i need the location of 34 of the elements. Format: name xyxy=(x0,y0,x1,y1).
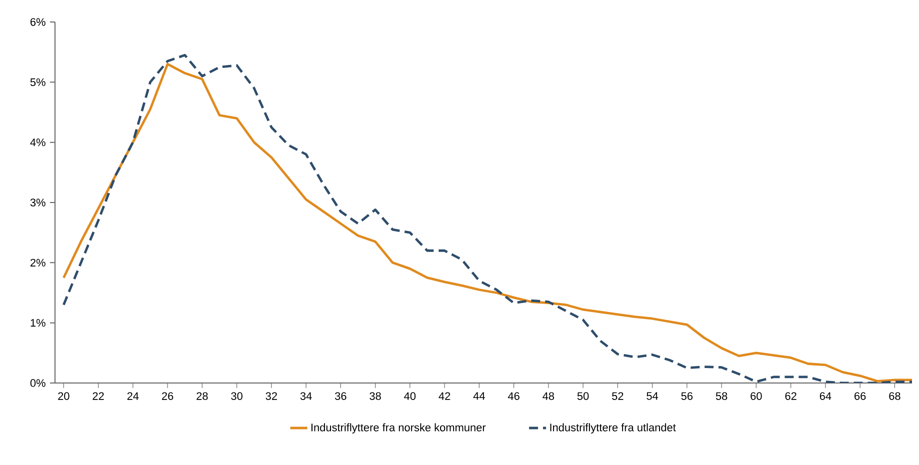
x-tick-label: 52 xyxy=(612,392,624,400)
x-tick-label: 44 xyxy=(473,392,485,400)
y-tick-label: 4% xyxy=(30,138,46,146)
x-tick-label: 26 xyxy=(162,392,174,400)
x-tick-label: 48 xyxy=(542,392,554,400)
x-tick-label: 20 xyxy=(58,392,70,400)
x-tick-label: 46 xyxy=(508,392,520,400)
x-tick-label: 30 xyxy=(231,392,242,400)
y-tick-label: 6% xyxy=(30,18,46,26)
legend-label: Industriflyttere fra norske kommuner xyxy=(311,423,486,434)
y-tick-label: 0% xyxy=(30,379,46,387)
x-tick-label: 62 xyxy=(785,392,796,400)
x-tick-label: 32 xyxy=(266,392,277,400)
x-tick-label: 42 xyxy=(438,392,450,400)
x-tick-label: 64 xyxy=(820,392,832,400)
y-tick-label: 2% xyxy=(30,258,46,267)
y-tick-label: 3% xyxy=(30,198,46,206)
x-tick-label: 60 xyxy=(750,392,762,400)
x-tick-label: 34 xyxy=(300,392,312,400)
x-tick-label: 24 xyxy=(127,392,139,400)
x-tick-label: 28 xyxy=(196,392,208,400)
x-tick-label: 22 xyxy=(92,392,104,400)
x-tick-label: 56 xyxy=(681,392,693,400)
x-tick-label: 54 xyxy=(646,392,658,400)
y-tick-label: 1% xyxy=(30,319,46,327)
x-tick-label: 66 xyxy=(854,392,866,400)
x-tick-label: 68 xyxy=(889,392,900,400)
x-tick-label: 40 xyxy=(404,392,416,400)
legend-label: Industriflyttere fra utlandet xyxy=(550,423,676,434)
x-tick-label: 36 xyxy=(335,392,346,400)
x-tick-label: 58 xyxy=(716,392,728,400)
y-tick-label: 5% xyxy=(30,78,46,86)
x-tick-label: 38 xyxy=(370,392,381,400)
x-tick-label: 50 xyxy=(577,392,589,400)
